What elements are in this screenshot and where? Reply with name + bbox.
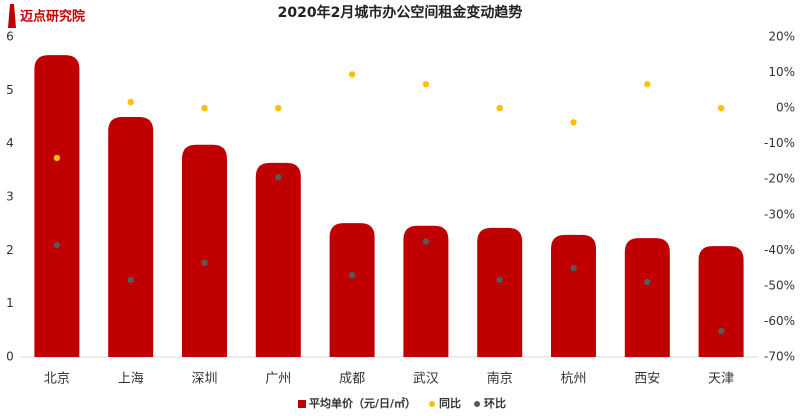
dot (717, 104, 725, 112)
dot (127, 98, 134, 106)
x-tick-label: 深圳 (191, 372, 217, 387)
dot (53, 241, 61, 249)
dot (275, 104, 282, 112)
dot (422, 81, 430, 88)
y-tick-label: 1 (6, 296, 14, 310)
y-tick-label: 0 (6, 350, 14, 364)
legend-swatch (298, 400, 306, 408)
bar (477, 227, 523, 357)
x-tick-label: 广州 (265, 372, 291, 387)
dot (644, 81, 651, 88)
x-tick-label: 上海 (118, 372, 144, 387)
y-tick-label: 2 (6, 243, 14, 257)
x-tick-label: 成都 (339, 372, 365, 387)
y2-tick-label: 10% (768, 65, 795, 79)
dot (275, 173, 282, 181)
dot (570, 264, 577, 272)
legend-label: 平均单价（元/日/㎡） (309, 396, 416, 410)
dot (127, 276, 134, 284)
bar (551, 234, 596, 357)
legend-swatch (474, 401, 481, 407)
y-tick-label: 4 (6, 136, 14, 150)
bar (624, 238, 670, 357)
logo-text: 迈点研究院 (20, 9, 85, 25)
bar (403, 225, 449, 357)
x-tick-label: 南京 (487, 371, 513, 387)
bar (329, 223, 375, 357)
dot (348, 272, 356, 279)
dot (53, 154, 61, 162)
y2-tick-label: -20% (764, 172, 795, 186)
dot (422, 238, 430, 245)
dot (717, 327, 725, 335)
legend-label: 环比 (484, 396, 506, 410)
y2-tick-label: -50% (764, 278, 795, 292)
y2-tick-label: -40% (764, 243, 795, 257)
y2-tick-label: -30% (764, 207, 795, 221)
x-tick-label: 武汉 (413, 372, 439, 387)
dot (201, 259, 208, 266)
x-tick-label: 天津 (708, 372, 734, 387)
x-tick-label: 西安 (634, 372, 660, 387)
dot (496, 104, 503, 112)
dot (570, 119, 577, 126)
y2-tick-label: 20% (768, 30, 795, 44)
dot (644, 278, 651, 286)
bar (108, 117, 154, 357)
y2-tick-label: -10% (764, 136, 795, 150)
chart-title: 2020年2月城市办公空间租金变动趋势 (278, 4, 523, 21)
x-tick-label: 杭州 (560, 372, 586, 387)
bar (182, 144, 227, 357)
dot (201, 104, 208, 112)
legend-swatch (429, 401, 436, 407)
dot (496, 276, 503, 284)
bar (698, 246, 744, 357)
bar (255, 162, 301, 357)
x-tick-label: 北京 (44, 372, 70, 387)
y-tick-label: 6 (6, 30, 14, 44)
y2-tick-label: -60% (764, 314, 795, 328)
y-tick-label: 5 (6, 83, 14, 97)
y2-tick-label: -70% (764, 350, 795, 364)
dot (348, 71, 356, 78)
bar (34, 55, 80, 358)
logo: 迈点研究院 (8, 4, 85, 28)
y-tick-label: 3 (6, 190, 14, 204)
y2-tick-label: 0% (776, 101, 795, 115)
legend-label: 同比 (439, 396, 461, 410)
logo-icon (8, 4, 16, 28)
